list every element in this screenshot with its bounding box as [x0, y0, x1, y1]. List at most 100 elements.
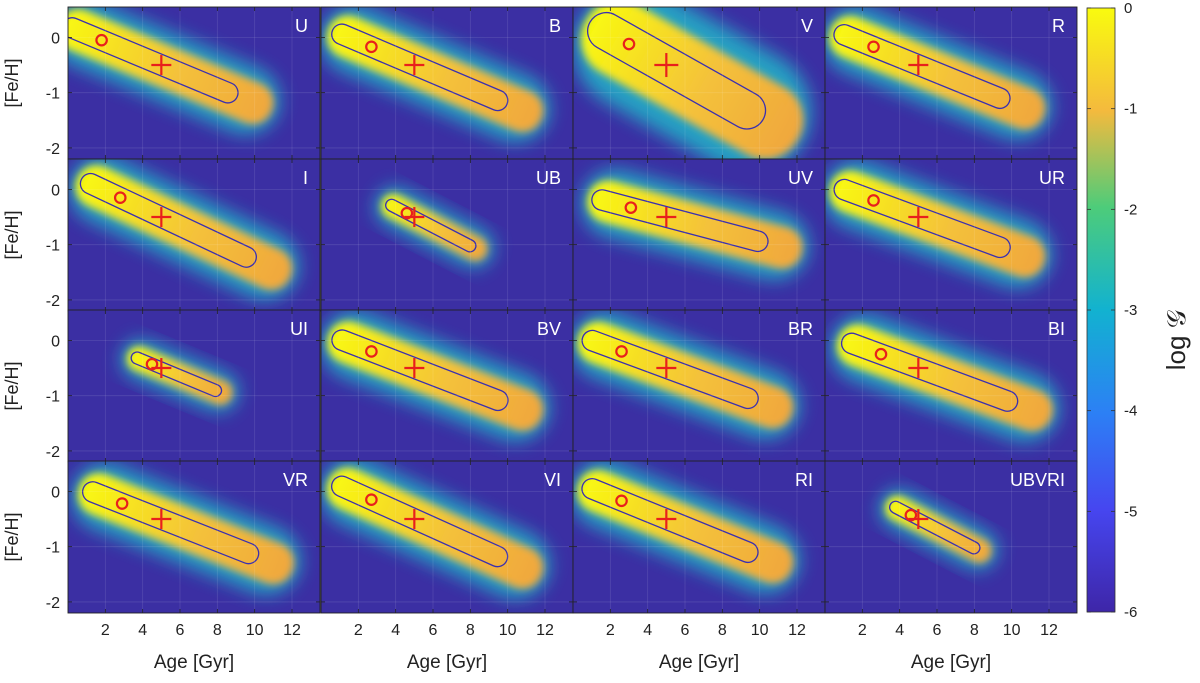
- x-tick-label: 12: [1040, 622, 1058, 639]
- best-fit-marker: [365, 345, 378, 358]
- x-axis-label: Age [Gyr]: [659, 652, 739, 673]
- contour-line: [586, 11, 767, 130]
- likelihood-band: [830, 314, 1060, 442]
- panel-vr: VR: [67, 460, 321, 614]
- best-fit-marker: [867, 194, 880, 207]
- true-value-marker: [656, 207, 677, 228]
- panel-label: R: [1052, 16, 1065, 36]
- true-value-marker: [404, 55, 425, 76]
- true-value-marker: [151, 55, 172, 76]
- x-tick-label: 10: [751, 622, 769, 639]
- best-fit-marker: [115, 497, 129, 510]
- contour-line: [331, 329, 509, 412]
- panel-bv: BV: [320, 309, 574, 463]
- likelihood-band: [321, 7, 550, 143]
- x-tick-label: 8: [970, 622, 979, 639]
- colorbar-tick-label: -6: [1124, 604, 1137, 621]
- x-tick-label: 2: [354, 622, 363, 639]
- y-axis-label: [Fe/H]: [2, 512, 22, 561]
- panel-br: BR: [572, 309, 826, 463]
- x-tick-label: 10: [499, 622, 517, 639]
- colorbar-tick-label: -2: [1124, 201, 1137, 218]
- x-tick-label: 2: [606, 622, 615, 639]
- y-axis-label: [Fe/H]: [2, 210, 22, 259]
- contour-line: [331, 23, 509, 112]
- x-tick-label: 6: [176, 622, 185, 639]
- panel-label: UBVRI: [1010, 470, 1065, 490]
- x-tick-label: 8: [718, 622, 727, 639]
- contour-line: [581, 329, 759, 410]
- contour-line: [330, 475, 509, 568]
- y-tick-label: 0: [51, 484, 60, 501]
- contour-line: [81, 481, 260, 565]
- panel-label: BV: [537, 319, 561, 339]
- true-value-marker: [656, 358, 677, 379]
- x-tick-label: 4: [391, 622, 400, 639]
- panel-v: V: [572, 6, 826, 160]
- best-fit-marker: [400, 206, 414, 220]
- panel-i: I: [67, 158, 321, 312]
- panel-frame: [67, 460, 321, 614]
- likelihood-band: [321, 311, 550, 442]
- y-tick-label: -1: [46, 389, 60, 406]
- panel-label: I: [303, 168, 308, 188]
- true-value-marker: [908, 509, 929, 530]
- x-axis-label: Age [Gyr]: [911, 652, 991, 673]
- panel-u: U: [67, 6, 321, 160]
- colorbar-ticks: 0 -1 -2 -3 -4 -5 -6: [1087, 0, 1137, 621]
- best-fit-marker: [95, 33, 108, 47]
- contour-line: [385, 198, 477, 253]
- true-value-marker: [404, 207, 425, 228]
- likelihood-band: [573, 7, 812, 159]
- best-fit-marker: [615, 345, 628, 358]
- panel-ubvri: UBVRI: [824, 460, 1078, 614]
- panel-label: UI: [290, 319, 308, 339]
- x-tick-label: 12: [536, 622, 554, 639]
- likelihood-band: [68, 7, 280, 135]
- x-tick-label: 2: [101, 622, 110, 639]
- likelihood-band: [573, 461, 800, 594]
- true-value-marker: [151, 207, 172, 228]
- panel-vi: VI: [320, 460, 574, 614]
- likelihood-band: [321, 461, 550, 599]
- colorbar-tick-label: 0: [1124, 0, 1132, 17]
- best-fit-marker: [365, 493, 378, 506]
- y-tick-label: 0: [51, 182, 60, 199]
- x-tick-label: 6: [933, 622, 942, 639]
- true-value-marker: [908, 207, 929, 228]
- true-value-marker: [908, 358, 929, 379]
- true-value-marker: [656, 509, 677, 530]
- y-tick-label: -2: [46, 595, 60, 612]
- y-tick-label: -2: [46, 293, 60, 310]
- panel-r: R: [824, 6, 1078, 160]
- x-tick-label: 4: [138, 622, 147, 639]
- panel-label: BI: [1048, 319, 1065, 339]
- y-axis-label: [Fe/H]: [2, 361, 22, 410]
- true-value-marker: [908, 55, 929, 76]
- x-tick-label: 6: [681, 622, 690, 639]
- best-fit-marker: [622, 37, 636, 51]
- panel-ri: RI: [572, 460, 826, 614]
- true-value-marker: [151, 509, 172, 530]
- best-fit-marker: [904, 508, 918, 522]
- panel-ur: UR: [824, 158, 1078, 312]
- best-fit-marker: [365, 40, 378, 54]
- x-tick-label: 8: [466, 622, 475, 639]
- contour-line: [130, 351, 223, 398]
- x-tick-label: 4: [895, 622, 904, 639]
- contour-line: [840, 332, 1019, 412]
- contour-line: [79, 172, 257, 268]
- panel-ub: UB: [320, 158, 574, 312]
- colorbar-label: log 𝒢: [1161, 310, 1191, 370]
- contour-line: [833, 178, 1011, 259]
- contour-line: [591, 189, 769, 253]
- y-tick-label: 0: [51, 30, 60, 47]
- x-tick-label: 10: [246, 622, 264, 639]
- likelihood-band: [573, 311, 800, 439]
- x-tick-label: 10: [1003, 622, 1021, 639]
- true-value-marker: [404, 509, 425, 530]
- panel-label: BR: [788, 319, 813, 339]
- y-tick-label: -2: [46, 141, 60, 158]
